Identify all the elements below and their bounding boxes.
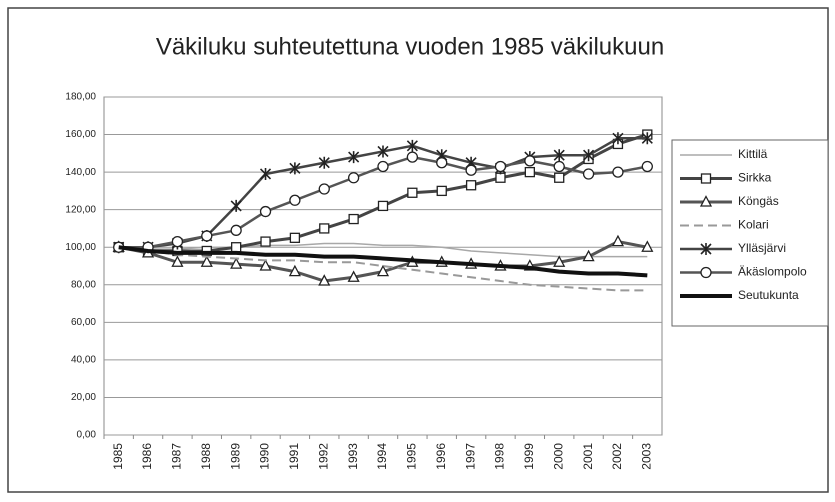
- legend-label: Kittilä: [738, 147, 768, 161]
- marker-triangle: [582, 249, 595, 262]
- marker-circle: [318, 183, 330, 195]
- x-tick-label: 1985: [111, 443, 125, 470]
- x-tick-label: 1989: [228, 443, 242, 470]
- marker-asterisk: [289, 162, 301, 175]
- marker-triangle: [259, 259, 272, 271]
- x-tick-label: 1996: [434, 443, 448, 470]
- marker-square: [407, 187, 418, 198]
- marker-asterisk: [377, 145, 389, 158]
- x-tick-label: 1999: [522, 443, 536, 470]
- x-tick-label: 1986: [140, 443, 154, 470]
- chart-title: Väkiluku suhteutettuna vuoden 1985 väkil…: [156, 33, 664, 60]
- marker-asterisk: [553, 149, 565, 162]
- y-tick-label: 180,00: [65, 92, 96, 103]
- y-tick-label: 140,00: [65, 167, 96, 178]
- marker-triangle: [699, 195, 713, 207]
- marker-circle: [289, 194, 301, 206]
- y-tick-label: 0,00: [77, 430, 97, 441]
- marker-circle: [582, 168, 595, 180]
- marker-triangle: [171, 255, 184, 267]
- x-tick-label: 1992: [316, 443, 330, 470]
- marker-circle: [259, 205, 272, 218]
- marker-asterisk: [583, 149, 595, 162]
- x-tick-label: 2003: [639, 443, 653, 470]
- marker-square: [348, 213, 359, 225]
- y-tick-label: 60,00: [71, 317, 96, 328]
- marker-circle: [494, 160, 507, 173]
- marker-asterisk: [406, 139, 418, 152]
- marker-circle: [201, 230, 213, 242]
- series-line: [118, 245, 648, 278]
- legend-label: Ylläsjärvi: [738, 241, 786, 255]
- marker-square: [377, 200, 389, 212]
- marker-circle: [230, 224, 242, 236]
- y-tick-label: 40,00: [71, 355, 96, 366]
- marker-circle: [612, 166, 624, 178]
- marker-square: [465, 180, 477, 191]
- marker-circle: [406, 151, 419, 163]
- marker-asterisk: [318, 156, 330, 169]
- marker-asterisk: [259, 167, 272, 180]
- marker-triangle: [318, 274, 331, 286]
- y-tick-label: 20,00: [71, 392, 96, 403]
- x-tick-label: 1998: [493, 443, 507, 470]
- marker-asterisk: [230, 199, 242, 212]
- y-tick-label: 120,00: [65, 204, 96, 215]
- series-line: [118, 246, 648, 292]
- marker-square: [260, 236, 271, 247]
- x-tick-label: 1991: [287, 443, 301, 470]
- marker-triangle: [347, 270, 360, 282]
- x-tick-label: 1988: [199, 443, 213, 470]
- marker-circle: [171, 235, 184, 248]
- marker-triangle: [288, 264, 301, 277]
- marker-circle: [436, 157, 448, 169]
- x-tick-label: 1990: [258, 443, 272, 470]
- marker-circle: [465, 164, 477, 176]
- marker-triangle: [553, 255, 566, 267]
- marker-triangle: [230, 257, 243, 269]
- marker-square: [231, 242, 242, 253]
- marker-circle: [553, 160, 565, 173]
- marker-circle: [347, 172, 360, 184]
- marker-square: [554, 172, 565, 183]
- marker-circle: [641, 160, 653, 173]
- marker-square: [495, 172, 506, 183]
- legend-label: Köngäs: [738, 194, 779, 208]
- marker-asterisk: [700, 243, 712, 255]
- marker-triangle: [376, 264, 390, 277]
- marker-circle: [377, 160, 389, 173]
- x-tick-label: 1987: [170, 443, 184, 470]
- marker-triangle: [200, 255, 213, 267]
- y-tick-label: 80,00: [71, 279, 96, 290]
- marker-square: [319, 223, 330, 234]
- marker-circle: [524, 155, 536, 167]
- marker-square: [524, 166, 535, 178]
- marker-asterisk: [348, 151, 360, 164]
- y-tick-label: 100,00: [65, 242, 96, 253]
- legend-label: Seutukunta: [738, 288, 799, 302]
- x-tick-label: 2000: [551, 443, 565, 470]
- marker-triangle: [611, 234, 625, 247]
- x-tick-label: 2002: [610, 443, 624, 470]
- x-tick-label: 1994: [375, 443, 389, 470]
- legend-label: Sirkka: [738, 171, 772, 185]
- marker-triangle: [641, 240, 654, 252]
- legend-label: Kolari: [738, 218, 769, 232]
- y-tick-label: 160,00: [65, 129, 96, 140]
- marker-square: [289, 232, 301, 243]
- marker-asterisk: [612, 132, 624, 145]
- marker-asterisk: [641, 132, 653, 145]
- x-tick-label: 1995: [405, 443, 419, 470]
- marker-circle: [700, 266, 712, 279]
- marker-square: [436, 185, 447, 197]
- x-tick-label: 1997: [463, 443, 477, 470]
- x-tick-label: 2001: [581, 443, 595, 470]
- legend-label: Äkäslompolo: [738, 265, 807, 279]
- marker-square: [700, 173, 712, 184]
- x-tick-label: 1993: [346, 443, 360, 470]
